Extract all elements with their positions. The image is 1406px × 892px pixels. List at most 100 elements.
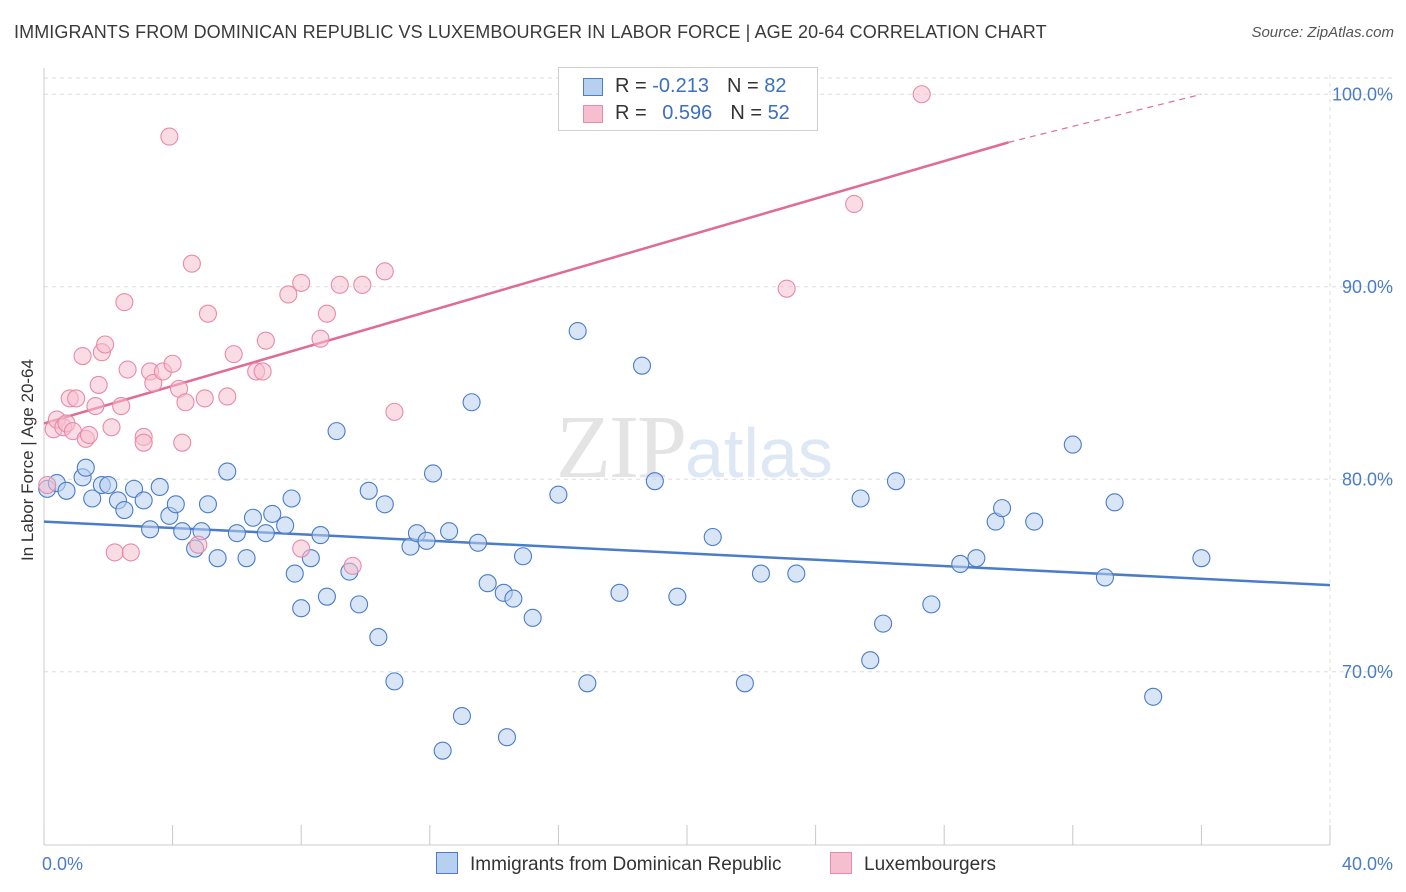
point-luxembourger: [182, 254, 201, 273]
point-luxembourger: [176, 393, 195, 412]
point-luxembourger: [311, 329, 330, 348]
legend-r-label-blue: R =: [615, 75, 653, 97]
point-dominican-republic: [124, 479, 144, 498]
x-tick-label: 40.0%: [1342, 854, 1393, 874]
watermark: ZIPatlas: [556, 396, 833, 499]
point-dominican-republic: [276, 516, 295, 535]
legend-swatch-pink: [583, 105, 603, 123]
point-dominican-republic: [549, 485, 568, 504]
point-dominican-republic: [423, 464, 443, 483]
point-dominican-republic: [645, 472, 664, 491]
point-luxembourger: [105, 543, 124, 562]
trend-line-luxembourger: [43, 141, 1009, 425]
legend-r-value-blue: -0.213: [652, 75, 709, 97]
point-dominican-republic: [76, 458, 95, 477]
point-dominican-republic: [523, 608, 542, 627]
point-dominican-republic: [922, 595, 941, 614]
point-luxembourger: [198, 304, 218, 323]
point-luxembourger: [253, 362, 272, 381]
point-dominican-republic: [751, 564, 770, 583]
point-dominican-republic: [967, 549, 986, 568]
point-dominican-republic: [874, 614, 893, 633]
legend-r-label-pink: R =: [615, 102, 653, 124]
point-luxembourger: [118, 360, 137, 379]
point-luxembourger: [73, 346, 92, 366]
point-luxembourger: [256, 331, 275, 350]
point-luxembourger: [292, 273, 311, 292]
legend-row-pink: R = 0.596 N = 52: [583, 102, 790, 125]
point-dominican-republic: [735, 674, 754, 693]
bottom-legend-label-blue: Immigrants from Dominican Republic: [470, 854, 782, 875]
bottom-legend-blue: Immigrants from Dominican Republic: [436, 852, 782, 876]
watermark-zip: ZIP: [556, 398, 687, 497]
point-dominican-republic: [440, 522, 459, 541]
point-dominican-republic: [993, 499, 1012, 518]
point-luxembourger: [189, 535, 208, 554]
legend-n-label-pink: N =: [730, 102, 768, 124]
axes: [43, 68, 1331, 846]
point-dominican-republic: [385, 672, 404, 691]
point-dominican-republic: [208, 549, 227, 568]
point-luxembourger: [160, 127, 179, 146]
point-dominican-republic: [886, 472, 906, 491]
point-luxembourger: [67, 389, 86, 408]
point-dominican-republic: [115, 500, 134, 520]
legend-swatch-blue: [583, 78, 603, 96]
legend-r-value-pink: 0.596: [662, 102, 713, 124]
point-dominican-republic: [861, 651, 880, 670]
point-dominican-republic: [433, 741, 452, 760]
point-luxembourger: [134, 433, 153, 452]
legend-n-label-blue: N =: [726, 75, 765, 97]
point-dominican-republic: [462, 393, 481, 412]
point-dominican-republic: [1144, 687, 1163, 706]
point-dominican-republic: [359, 481, 378, 500]
point-luxembourger: [121, 543, 140, 562]
point-dominican-republic: [198, 495, 218, 514]
point-dominican-republic: [350, 595, 369, 614]
point-dominican-republic: [285, 564, 304, 583]
point-dominican-republic: [375, 495, 394, 514]
point-dominican-republic: [282, 489, 301, 508]
point-luxembourger: [330, 275, 349, 294]
point-dominican-republic: [417, 531, 436, 550]
x-tick-label: 0.0%: [42, 854, 83, 874]
point-luxembourger: [375, 262, 394, 281]
point-luxembourger: [144, 373, 163, 393]
point-dominican-republic: [951, 554, 970, 574]
point-dominican-republic: [1105, 493, 1124, 512]
point-luxembourger: [343, 556, 362, 575]
point-dominican-republic: [851, 489, 870, 508]
point-dominican-republic: [292, 599, 311, 618]
point-dominican-republic: [1095, 568, 1114, 587]
legend-n-value-pink: 52: [767, 102, 790, 124]
point-dominican-republic: [703, 527, 722, 547]
point-dominican-republic: [497, 728, 517, 747]
point-luxembourger: [112, 397, 131, 416]
point-dominican-republic: [256, 524, 275, 543]
point-luxembourger: [353, 275, 372, 294]
point-luxembourger: [96, 335, 115, 354]
point-luxembourger: [224, 345, 243, 364]
point-luxembourger: [79, 425, 99, 445]
trend-line-luxembourger-extension: [1008, 93, 1202, 143]
point-dominican-republic: [57, 481, 76, 500]
correlation-legend: R = -0.213 N = 82 R = 0.596 N = 52: [558, 67, 818, 131]
source-label: Source: ZipAtlas.com: [1251, 24, 1394, 41]
point-dominican-republic: [134, 491, 153, 510]
point-luxembourger: [89, 375, 108, 394]
y-tick-label: 80.0%: [1342, 469, 1393, 489]
point-dominican-republic: [141, 520, 160, 539]
point-luxembourger: [912, 85, 931, 104]
point-dominican-republic: [311, 526, 330, 545]
legend-n-value-blue: 82: [764, 75, 787, 97]
point-dominican-republic: [452, 706, 472, 726]
point-dominican-republic: [218, 462, 237, 481]
point-luxembourger: [777, 279, 796, 298]
point-luxembourger: [173, 433, 192, 452]
point-dominican-republic: [243, 508, 263, 527]
point-dominican-republic: [1025, 512, 1044, 531]
legend-row-blue: R = -0.213 N = 82: [583, 75, 787, 98]
point-dominican-republic: [150, 477, 169, 497]
point-dominican-republic: [468, 533, 488, 552]
